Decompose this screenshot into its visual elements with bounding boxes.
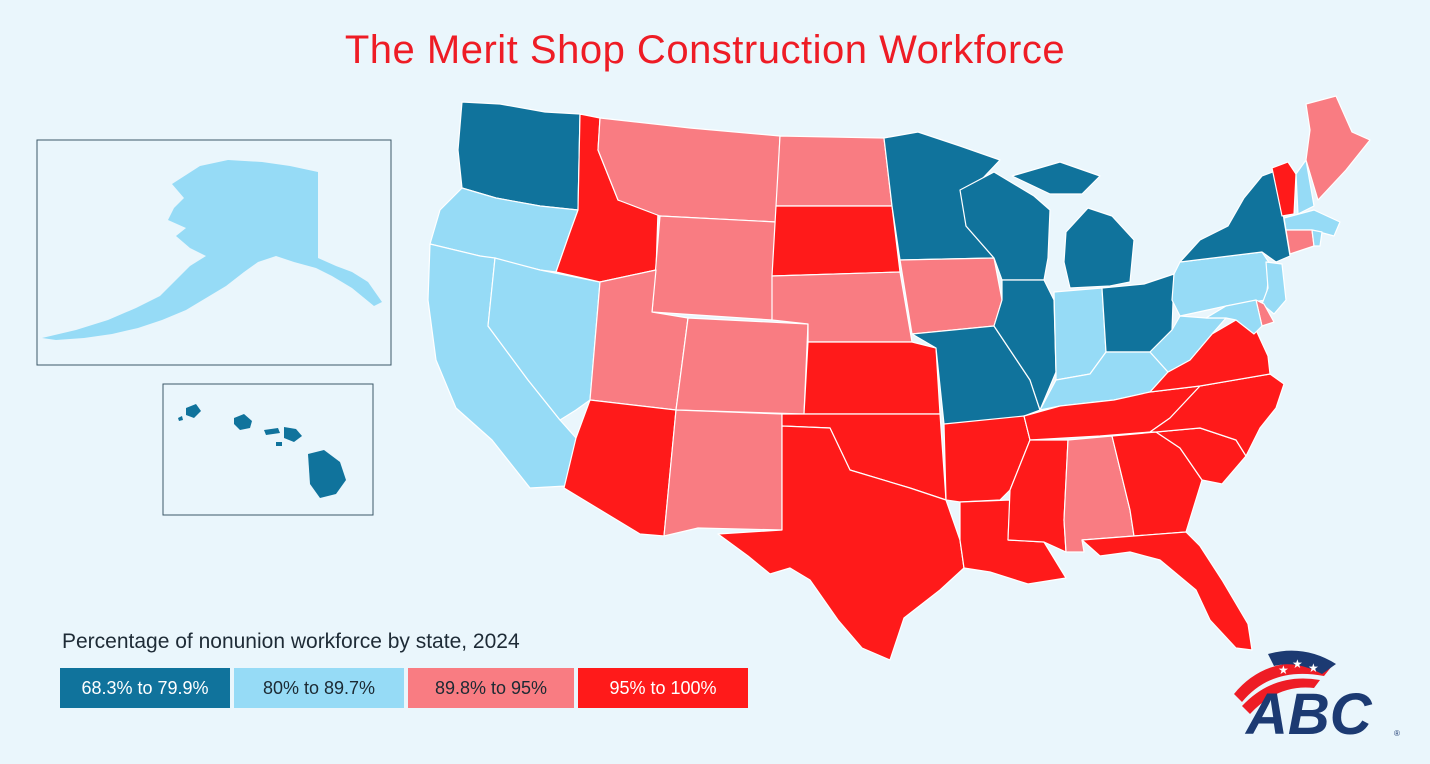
state-VT bbox=[1271, 161, 1297, 217]
state-ME bbox=[1305, 95, 1371, 201]
state-CT bbox=[1285, 229, 1315, 255]
abc-logo: ★ ★ ★ ABC ® bbox=[1228, 648, 1408, 748]
map-title: The Merit Shop Construction Workforce bbox=[344, 28, 1066, 72]
state-NH bbox=[1295, 159, 1315, 215]
state-NC bbox=[1149, 373, 1285, 457]
legend-title: Percentage of nonunion workforce by stat… bbox=[62, 630, 520, 653]
state-KS bbox=[803, 341, 941, 415]
legend: 68.3% to 79.9% 80% to 89.7% 89.8% to 95%… bbox=[60, 668, 748, 708]
state-NV bbox=[487, 257, 601, 421]
alaska-inset-frame bbox=[36, 139, 392, 366]
hawaii-inset-frame bbox=[162, 383, 374, 516]
legend-item-95-100: 95% to 100% bbox=[578, 668, 748, 708]
state-AK bbox=[42, 160, 382, 340]
logo-text: ABC bbox=[1244, 682, 1373, 743]
state-NY bbox=[1179, 169, 1291, 263]
state-NJ bbox=[1261, 261, 1287, 315]
state-MI bbox=[1011, 161, 1135, 289]
legend-item-80-90: 80% to 89.7% bbox=[234, 668, 404, 708]
state-WY bbox=[651, 215, 777, 321]
logo-registered-mark: ® bbox=[1394, 729, 1400, 738]
svg-text:★: ★ bbox=[1308, 661, 1319, 675]
state-HI bbox=[178, 404, 346, 498]
state-MD bbox=[1205, 299, 1263, 335]
state-RI bbox=[1311, 229, 1323, 247]
state-IA bbox=[899, 257, 1003, 335]
svg-text:★: ★ bbox=[1292, 657, 1303, 671]
state-NM bbox=[663, 409, 783, 537]
state-FL bbox=[1081, 531, 1253, 651]
state-SD bbox=[771, 205, 901, 277]
state-AZ bbox=[563, 399, 677, 537]
state-IL bbox=[993, 279, 1057, 411]
state-CO bbox=[675, 317, 809, 415]
state-ND bbox=[775, 135, 893, 207]
state-WI bbox=[959, 171, 1051, 281]
legend-item-90-95: 89.8% to 95% bbox=[408, 668, 574, 708]
legend-item-68-80: 68.3% to 79.9% bbox=[60, 668, 230, 708]
state-TX bbox=[717, 425, 965, 661]
svg-text:★: ★ bbox=[1278, 663, 1289, 677]
